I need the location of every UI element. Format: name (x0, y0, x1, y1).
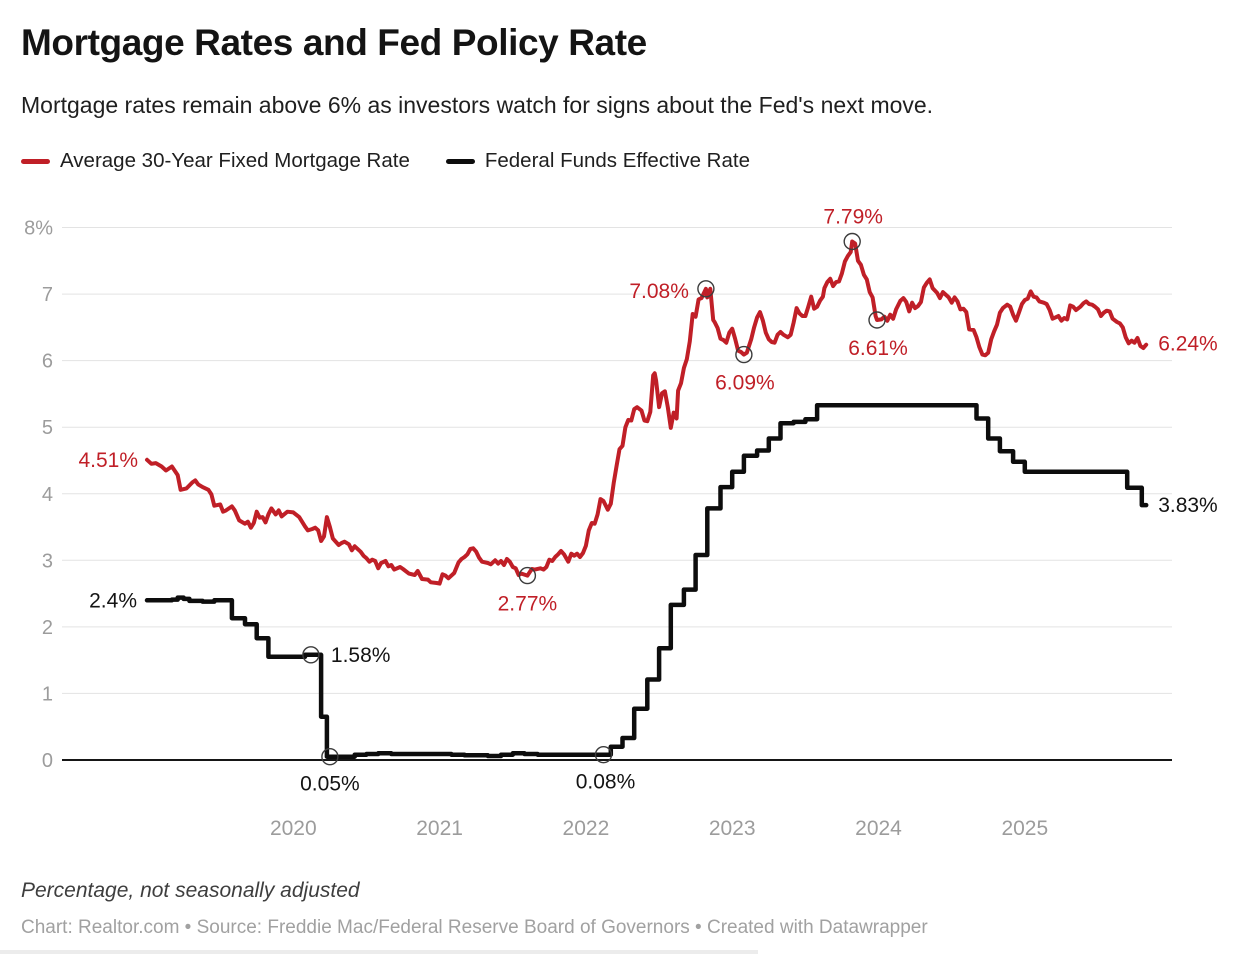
data-point-marker (697, 280, 715, 298)
data-point-marker (843, 232, 861, 251)
y-axis-label: 4 (42, 484, 53, 506)
x-axis-label: 2025 (1001, 817, 1048, 840)
y-axis-label: 1 (42, 683, 53, 705)
x-axis-label: 2024 (855, 817, 902, 840)
annotation-label: 4.51% (78, 449, 138, 472)
y-axis-label: 7 (42, 284, 53, 306)
chart-footnote: Percentage, not seasonally adjusted (21, 879, 360, 902)
annotation-label: 6.24% (1158, 333, 1218, 356)
y-axis-label: 0 (42, 750, 53, 772)
chart-legend: Average 30-Year Fixed Mortgage Rate Fede… (21, 149, 750, 173)
x-axis-label: 2020 (270, 817, 317, 840)
annotation-label: 2.77% (498, 593, 558, 616)
annotation-label: 6.09% (715, 372, 775, 395)
chart-credit-line: Chart: Realtor.com • Source: Freddie Mac… (21, 917, 928, 938)
annotation-label: 0.08% (576, 771, 636, 794)
data-point-marker (302, 646, 320, 664)
data-point-marker (735, 345, 753, 364)
legend-label-mortgage: Average 30-Year Fixed Mortgage Rate (60, 149, 410, 172)
legend-item-mortgage: Average 30-Year Fixed Mortgage Rate (21, 149, 410, 173)
chart-area: 0 1 2 3 4 5 6 7 8% 2020 2021 2022 2023 2024 2025 4.51% 2… (0, 195, 1240, 855)
annotation-label: 1.58% (331, 644, 391, 667)
annotation-label: 0.05% (300, 773, 360, 796)
x-axis-label: 2021 (416, 817, 463, 840)
annotation-label: 7.08% (629, 280, 689, 303)
fedfunds-line (144, 402, 1149, 759)
annotation-label: 2.4% (89, 589, 137, 612)
data-point-marker (594, 746, 613, 764)
chart-canvas: 0 1 2 3 4 5 6 7 8% 2020 2021 2022 2023 2024 2025 4.51% 2… (24, 206, 1218, 841)
y-axis-label: 3 (42, 550, 53, 572)
data-point-marker (321, 748, 339, 766)
y-axis-label: 8% (24, 218, 53, 240)
y-axis-label: 5 (42, 417, 53, 439)
chart-subtitle: Mortgage rates remain above 6% as invest… (21, 92, 934, 118)
legend-label-fedfunds: Federal Funds Effective Rate (484, 149, 750, 172)
x-axis-label: 2023 (709, 817, 756, 840)
legend-item-fedfunds: Federal Funds Effective Rate (445, 149, 750, 173)
y-axis-label: 6 (42, 351, 53, 373)
bottom-edge-bar (0, 950, 758, 954)
annotation-label: 3.83% (1158, 494, 1218, 517)
page-title: Mortgage Rates and Fed Policy Rate (21, 22, 647, 63)
legend-swatch-black-icon (445, 158, 475, 164)
data-point-marker (518, 566, 537, 585)
annotation-label: 7.79% (823, 206, 883, 229)
data-point-marker (868, 311, 886, 329)
x-axis-label: 2022 (563, 817, 610, 840)
legend-swatch-red-icon (21, 158, 50, 164)
annotation-label: 6.61% (848, 337, 908, 360)
mortgage-line (145, 239, 1149, 586)
y-axis-label: 2 (42, 617, 53, 639)
